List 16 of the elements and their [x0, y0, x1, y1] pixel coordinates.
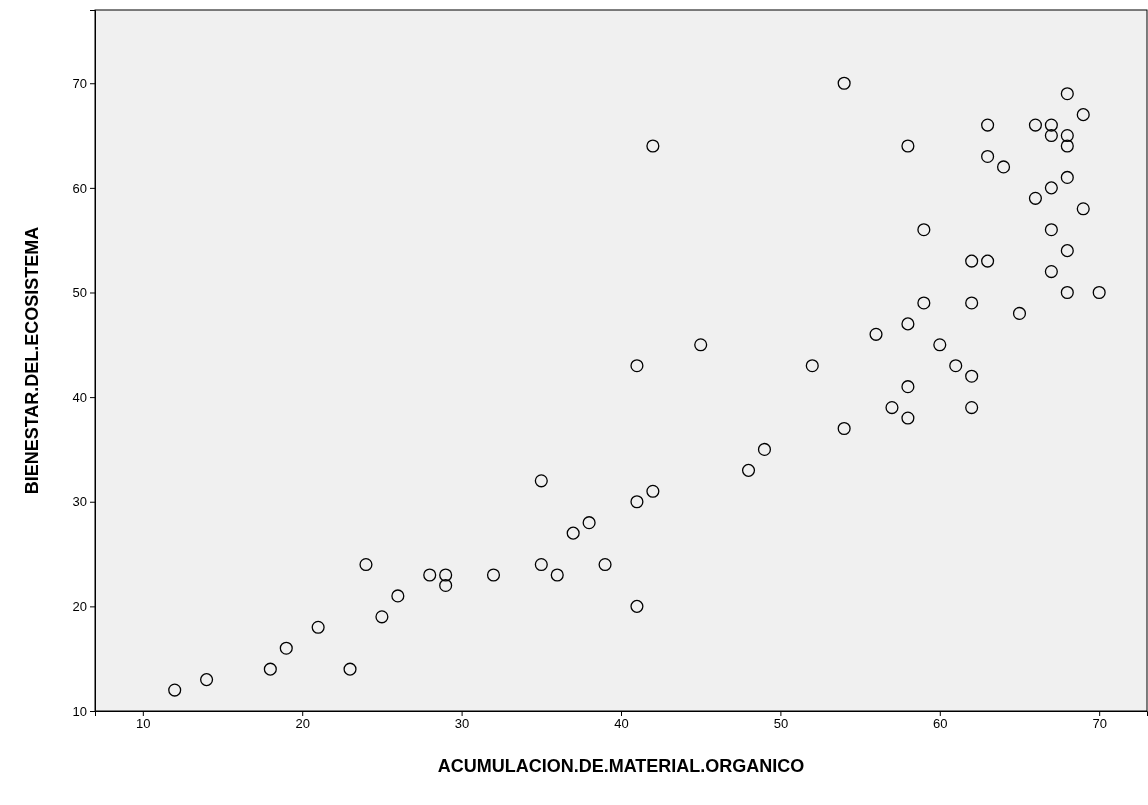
x-tick-label: 50 [773, 716, 789, 732]
y-tick-label: 30 [72, 494, 87, 510]
y-tick-label: 10 [72, 703, 87, 719]
x-tick-label: 20 [295, 716, 310, 732]
y-tick-label: 60 [72, 180, 87, 196]
x-tick-label: 60 [933, 716, 948, 732]
y-tick-label: 40 [72, 389, 87, 405]
x-tick-label: 70 [1092, 716, 1107, 732]
y-axis-title: BIENESTAR.DEL.ECOSISTEMA [22, 226, 42, 495]
x-tick-label: 40 [614, 716, 629, 732]
y-tick-label: 20 [72, 599, 87, 615]
x-tick-label: 10 [136, 716, 151, 732]
y-tick-label: 70 [72, 75, 87, 91]
y-tick-label: 50 [72, 285, 87, 301]
x-tick-label: 30 [454, 716, 470, 732]
x-axis-title: ACUMULACION.DE.MATERIAL.ORGANICO [437, 756, 805, 776]
